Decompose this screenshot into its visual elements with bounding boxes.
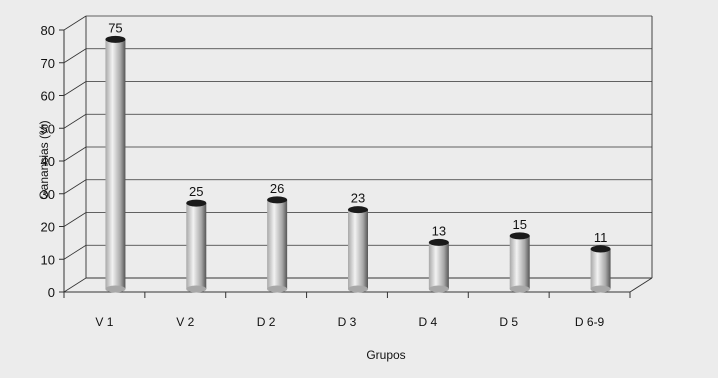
bar-top — [428, 238, 449, 246]
y-tick-label: 30 — [41, 187, 55, 202]
floor-right-edge — [629, 277, 653, 293]
bar — [105, 35, 126, 293]
x-tick-label: V 2 — [176, 315, 194, 329]
side-gridline — [63, 244, 87, 260]
bar — [348, 206, 368, 293]
bar-base — [348, 285, 368, 293]
side-gridline — [63, 113, 87, 129]
bar-top — [348, 206, 368, 214]
bar-body — [105, 39, 126, 289]
bar-base — [105, 285, 126, 293]
data-label: 11 — [594, 230, 608, 245]
bar-body — [267, 199, 288, 289]
bar-body — [590, 248, 611, 289]
x-tick-label: D 2 — [257, 315, 276, 329]
bar-top — [509, 232, 530, 240]
bar-base — [509, 285, 530, 293]
data-label: 26 — [270, 181, 284, 196]
bar-base — [590, 285, 611, 293]
bar — [590, 245, 611, 293]
x-tick-label: D 5 — [499, 315, 518, 329]
bar-body — [509, 235, 530, 289]
x-tick-label: V 1 — [95, 315, 113, 329]
bar-body — [348, 209, 368, 289]
x-tick-label: D 4 — [419, 315, 438, 329]
y-tick-label: 20 — [41, 220, 55, 235]
x-tick-label: D 3 — [338, 315, 357, 329]
bar-top — [590, 245, 611, 253]
y-axis-title: Ganancias (%) — [37, 120, 51, 199]
bar-top — [105, 35, 126, 43]
y-tick-label: 60 — [41, 89, 55, 104]
bar-base — [428, 285, 449, 293]
y-tick-label: 10 — [41, 252, 55, 267]
data-label: 75 — [108, 20, 122, 35]
side-gridline — [63, 146, 87, 162]
data-label: 13 — [432, 223, 446, 238]
side-gridline — [63, 212, 87, 227]
side-gridline — [63, 81, 87, 96]
data-label: 23 — [351, 191, 365, 206]
bar — [267, 196, 288, 293]
bar-top — [267, 196, 288, 204]
bar — [509, 232, 530, 293]
bar — [428, 238, 449, 293]
side-gridline — [63, 179, 87, 195]
side-gridline — [63, 15, 87, 31]
y-tick-label: 80 — [41, 23, 55, 38]
x-axis-title: Grupos — [366, 348, 405, 362]
side-gridline — [63, 48, 87, 64]
bar-body — [428, 242, 449, 289]
data-label: 15 — [512, 217, 526, 232]
bar-base — [186, 285, 207, 293]
bar-body — [186, 203, 207, 289]
bar — [186, 199, 207, 293]
y-tick-label: 70 — [41, 56, 55, 71]
x-tick-label: D 6-9 — [575, 315, 605, 329]
bar-base — [267, 285, 288, 293]
y-tick-label: 50 — [41, 121, 55, 136]
data-label: 25 — [189, 184, 203, 199]
y-tick-label: 0 — [48, 285, 55, 300]
side-gridline — [63, 277, 87, 293]
y-tick-label: 40 — [41, 154, 55, 169]
bar-top — [186, 199, 207, 207]
